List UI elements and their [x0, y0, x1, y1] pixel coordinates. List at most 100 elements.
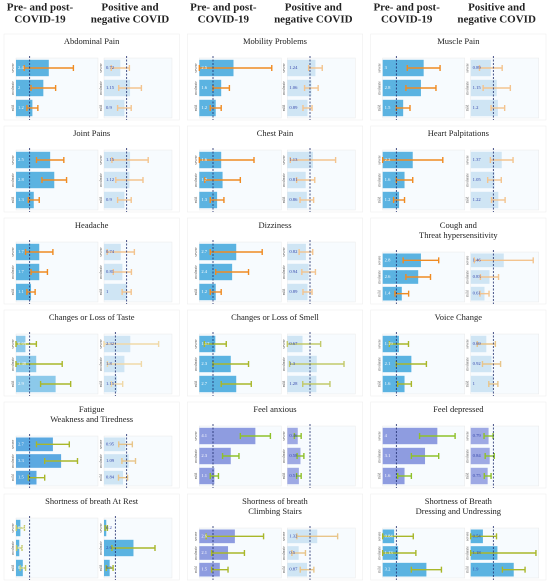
error-bar [19, 565, 27, 571]
category-label: moderate [11, 454, 15, 468]
value-label: 1.8 [106, 361, 112, 366]
error-bar [381, 157, 444, 163]
value-label: 0.46 [289, 433, 298, 438]
panel-frame [370, 309, 547, 397]
category-label: moderate [377, 357, 381, 371]
error-bar [103, 341, 160, 347]
category-label: severe [282, 339, 286, 349]
bar [287, 283, 308, 301]
value-label: 2.8 [385, 85, 391, 90]
error-bar [209, 105, 222, 111]
category-label: mild [11, 197, 15, 204]
value-label: 1.37 [473, 157, 482, 162]
category-label: severe [194, 339, 198, 349]
category-label: moderate [377, 173, 381, 187]
value-label: 0.89 [289, 289, 298, 294]
value-label: 3.1 [385, 453, 391, 458]
panel-frame [370, 217, 547, 305]
category-label: severe [282, 247, 286, 257]
category-label: mild [282, 197, 286, 204]
error-bar [24, 249, 54, 255]
error-bar [295, 473, 302, 479]
category-label: mild [194, 289, 198, 296]
category-label: severe [282, 63, 286, 73]
column-header: COVID-19 [198, 14, 250, 26]
value-label: 2.7 [201, 249, 207, 254]
category-label: mild [11, 565, 15, 572]
bar [104, 454, 129, 468]
category-label: mild [194, 381, 198, 388]
value-label: 1.5 [18, 475, 24, 480]
category-label: mild [282, 381, 286, 388]
error-bar [215, 269, 250, 275]
panel-title: Mobility Problems [243, 36, 307, 46]
error-bar [288, 361, 345, 367]
value-label: 1.7 [201, 177, 207, 182]
value-label: 1.7 [18, 269, 24, 274]
value-label: 0.51 [289, 473, 298, 478]
error-bar [410, 566, 443, 573]
error-bar [490, 105, 506, 111]
category-label: severe [377, 155, 381, 165]
value-label: 0.83 [473, 274, 482, 279]
panel-title: Heart Palpitations [428, 128, 489, 138]
error-bar [39, 381, 72, 387]
category-label: moderate [11, 541, 15, 555]
category-label: moderate [377, 270, 381, 284]
category-label: moderate [99, 81, 103, 95]
error-bar [299, 566, 315, 573]
bar [287, 79, 312, 97]
value-label: 0.2 [106, 525, 112, 530]
error-bar [410, 453, 440, 459]
value-label: 1.48 [18, 361, 27, 366]
error-bar [110, 381, 124, 387]
error-bar [489, 157, 514, 163]
error-bar [483, 473, 492, 479]
category-label: severe [11, 339, 15, 349]
column-header: Positive and [101, 2, 158, 14]
bar [382, 171, 405, 189]
panel-title: Threat hypersensitivity [419, 230, 498, 240]
error-bar [476, 341, 497, 347]
category-label: severe [99, 523, 103, 533]
value-label: 2.4 [201, 269, 207, 274]
error-bar [209, 197, 225, 203]
value-label: 0.86 [289, 197, 298, 202]
error-bar [490, 197, 506, 203]
bar [199, 447, 231, 465]
value-label: 0.84 [473, 453, 482, 458]
bar [470, 191, 499, 209]
value-label: 2.7 [201, 381, 207, 386]
error-bar [298, 249, 314, 255]
panel-title: Feel anxious [253, 404, 296, 414]
value-label: 2 [18, 85, 21, 90]
value-label: 0.81 [106, 269, 115, 274]
value-label: 4.1 [201, 433, 207, 438]
value-label: 3 [385, 65, 388, 70]
category-label: mild [282, 566, 286, 573]
value-label: 2.5 [201, 65, 207, 70]
value-label: 1.28 [289, 381, 298, 386]
error-bar [291, 550, 307, 556]
category-label: moderate [465, 173, 469, 187]
category-label: severe [282, 155, 286, 165]
category-label: moderate [465, 81, 469, 95]
error-bar [469, 533, 498, 540]
error-bar [302, 105, 313, 111]
value-label: 0.94 [289, 269, 298, 274]
value-label: 1.5 [201, 567, 207, 572]
error-bar [27, 474, 46, 481]
category-label: mild [11, 289, 15, 296]
error-bar [381, 550, 417, 556]
bar [104, 79, 131, 97]
panel-frame [3, 493, 180, 581]
error-bar [293, 433, 302, 439]
value-label: 1.6 [385, 381, 391, 386]
column-header: Pre- and post- [373, 2, 440, 14]
error-bar [473, 257, 534, 264]
category-label: moderate [282, 357, 286, 371]
category-label: mild [377, 197, 381, 204]
value-label: 1.46 [473, 257, 482, 262]
error-bar [295, 177, 316, 183]
category-label: severe [465, 431, 469, 441]
